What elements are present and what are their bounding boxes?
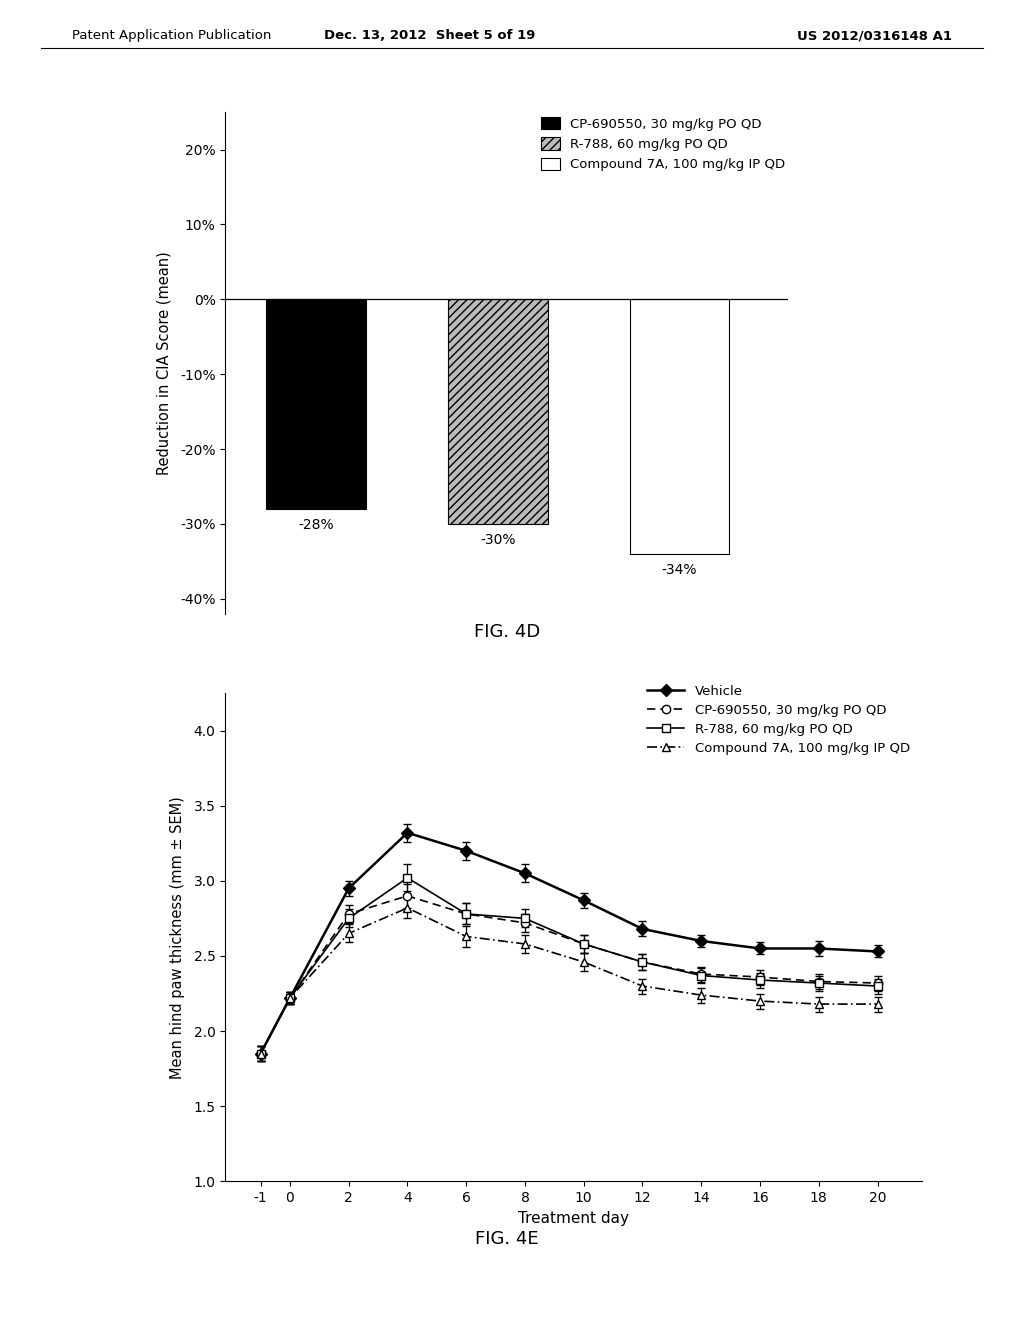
Compound 7A, 100 mg/kg IP QD — [254, 1045, 266, 1061]
R-788, 60 mg/kg PO QD — [813, 975, 825, 991]
Line: Vehicle: Vehicle — [256, 829, 882, 1057]
Y-axis label: Mean hind paw thickness (mm ± SEM): Mean hind paw thickness (mm ± SEM) — [170, 796, 185, 1078]
Bar — [630, 300, 729, 554]
Vehicle — [636, 921, 648, 937]
Vehicle — [871, 944, 884, 960]
Compound 7A, 100 mg/kg IP QD — [871, 997, 884, 1012]
Compound 7A, 100 mg/kg IP QD — [813, 997, 825, 1012]
CP-690550, 30 mg/kg PO QD — [578, 936, 590, 952]
Y-axis label: Reduction in CIA Score (mean): Reduction in CIA Score (mean) — [157, 251, 172, 475]
Line: CP-690550, 30 mg/kg PO QD: CP-690550, 30 mg/kg PO QD — [256, 892, 882, 1057]
Compound 7A, 100 mg/kg IP QD — [636, 978, 648, 994]
R-788, 60 mg/kg PO QD — [636, 954, 648, 970]
Line: Compound 7A, 100 mg/kg IP QD: Compound 7A, 100 mg/kg IP QD — [256, 904, 882, 1057]
Compound 7A, 100 mg/kg IP QD — [401, 900, 414, 916]
Text: US 2012/0316148 A1: US 2012/0316148 A1 — [798, 29, 952, 42]
Vehicle — [460, 843, 472, 859]
CP-690550, 30 mg/kg PO QD — [284, 990, 296, 1006]
CP-690550, 30 mg/kg PO QD — [813, 974, 825, 990]
Vehicle — [254, 1045, 266, 1061]
Vehicle — [754, 941, 766, 957]
Vehicle — [813, 941, 825, 957]
R-788, 60 mg/kg PO QD — [519, 911, 531, 927]
Line: R-788, 60 mg/kg PO QD: R-788, 60 mg/kg PO QD — [256, 874, 882, 1057]
Legend: Vehicle, CP-690550, 30 mg/kg PO QD, R-788, 60 mg/kg PO QD, Compound 7A, 100 mg/k: Vehicle, CP-690550, 30 mg/kg PO QD, R-78… — [642, 680, 915, 760]
R-788, 60 mg/kg PO QD — [871, 978, 884, 994]
Compound 7A, 100 mg/kg IP QD — [519, 936, 531, 952]
Compound 7A, 100 mg/kg IP QD — [695, 987, 708, 1003]
R-788, 60 mg/kg PO QD — [460, 906, 472, 921]
R-788, 60 mg/kg PO QD — [695, 968, 708, 983]
Text: Patent Application Publication: Patent Application Publication — [72, 29, 271, 42]
Vehicle — [284, 990, 296, 1006]
R-788, 60 mg/kg PO QD — [343, 911, 355, 927]
Vehicle — [343, 880, 355, 896]
Bar — [266, 300, 367, 510]
Text: FIG. 4D: FIG. 4D — [474, 623, 540, 642]
Legend: CP-690550, 30 mg/kg PO QD, R-788, 60 mg/kg PO QD, Compound 7A, 100 mg/kg IP QD: CP-690550, 30 mg/kg PO QD, R-788, 60 mg/… — [534, 108, 794, 180]
CP-690550, 30 mg/kg PO QD — [343, 906, 355, 921]
Text: -30%: -30% — [480, 533, 515, 546]
Text: -28%: -28% — [298, 517, 334, 532]
CP-690550, 30 mg/kg PO QD — [460, 906, 472, 921]
Vehicle — [695, 933, 708, 949]
Vehicle — [578, 892, 590, 908]
CP-690550, 30 mg/kg PO QD — [636, 954, 648, 970]
CP-690550, 30 mg/kg PO QD — [401, 888, 414, 904]
CP-690550, 30 mg/kg PO QD — [871, 975, 884, 991]
Compound 7A, 100 mg/kg IP QD — [343, 925, 355, 941]
Compound 7A, 100 mg/kg IP QD — [754, 993, 766, 1008]
R-788, 60 mg/kg PO QD — [254, 1045, 266, 1061]
CP-690550, 30 mg/kg PO QD — [695, 966, 708, 982]
Compound 7A, 100 mg/kg IP QD — [284, 990, 296, 1006]
Vehicle — [519, 866, 531, 882]
Text: -34%: -34% — [662, 562, 697, 577]
Compound 7A, 100 mg/kg IP QD — [460, 928, 472, 944]
CP-690550, 30 mg/kg PO QD — [754, 969, 766, 985]
Compound 7A, 100 mg/kg IP QD — [578, 954, 590, 970]
Vehicle — [401, 825, 414, 841]
Text: Dec. 13, 2012  Sheet 5 of 19: Dec. 13, 2012 Sheet 5 of 19 — [325, 29, 536, 42]
R-788, 60 mg/kg PO QD — [578, 936, 590, 952]
R-788, 60 mg/kg PO QD — [401, 870, 414, 886]
Text: FIG. 4E: FIG. 4E — [475, 1230, 539, 1249]
Bar — [447, 300, 548, 524]
CP-690550, 30 mg/kg PO QD — [254, 1045, 266, 1061]
X-axis label: Treatment day: Treatment day — [518, 1210, 629, 1226]
R-788, 60 mg/kg PO QD — [754, 972, 766, 987]
CP-690550, 30 mg/kg PO QD — [519, 915, 531, 931]
R-788, 60 mg/kg PO QD — [284, 990, 296, 1006]
